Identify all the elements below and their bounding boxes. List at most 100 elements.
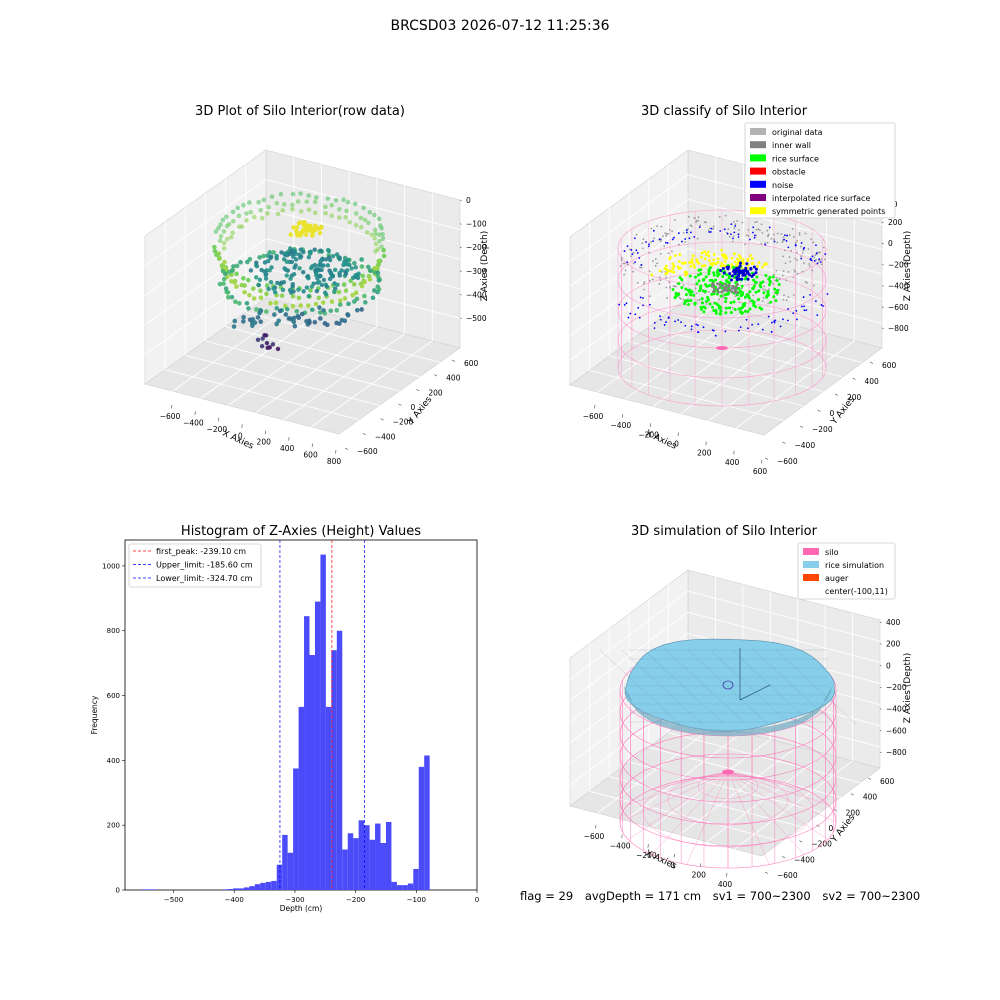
- noise-point: [640, 264, 643, 266]
- original-point: [687, 228, 689, 230]
- inner-wall-point: [722, 289, 726, 292]
- rice-surface-point: [674, 295, 678, 299]
- original-point: [788, 256, 791, 258]
- data-point: [350, 292, 355, 298]
- histogram-bar: [320, 554, 326, 890]
- data-point: [268, 300, 273, 306]
- symmetric-point: [678, 253, 682, 256]
- inner-wall-point: [731, 286, 734, 290]
- data-point: [234, 284, 239, 289]
- original-point: [696, 237, 699, 240]
- data-point: [278, 191, 284, 197]
- original-point: [643, 280, 646, 283]
- data-point: [261, 197, 267, 203]
- data-point: [244, 218, 249, 223]
- data-point: [217, 238, 223, 243]
- noise-point: [733, 231, 736, 234]
- original-point: [624, 269, 627, 272]
- rice-surface-point: [704, 282, 708, 286]
- original-point: [654, 258, 657, 261]
- rice-surface-point: [767, 277, 771, 281]
- data-point: [310, 264, 315, 269]
- noise-point: [730, 223, 733, 226]
- data-point: [254, 307, 259, 312]
- histogram-bar: [243, 887, 250, 890]
- data-point: [292, 323, 298, 329]
- data-point: [358, 215, 364, 221]
- symmetric-point: [668, 257, 672, 261]
- data-point: [327, 257, 333, 263]
- original-point: [738, 301, 741, 304]
- data-point: [212, 244, 217, 250]
- original-point: [620, 259, 623, 261]
- data-point: [361, 205, 366, 211]
- data-point: [267, 250, 273, 255]
- grid-line: [668, 312, 863, 363]
- y-tick-label: −600: [357, 447, 378, 456]
- auger-line: [739, 684, 771, 701]
- data-point: [301, 289, 306, 294]
- original-point: [650, 241, 652, 243]
- noise-point: [686, 231, 688, 234]
- legend-label: center(-100,11): [825, 587, 888, 596]
- rice-surface-point: [740, 305, 744, 309]
- noise-point: [787, 246, 790, 249]
- silo-floor-spoke: [628, 771, 729, 805]
- data-point: [370, 295, 376, 301]
- z-tick-label: −400: [888, 282, 909, 291]
- noise-point: [635, 249, 638, 252]
- z-tick: [459, 246, 462, 249]
- histogram-bar: [265, 881, 272, 890]
- noise-point: [658, 238, 661, 241]
- rice-surface-point: [708, 266, 712, 270]
- inner-wall-point: [720, 290, 724, 294]
- symmetric-point: [749, 254, 753, 257]
- noise-point: [629, 312, 632, 315]
- symmetric-point: [672, 264, 676, 268]
- x-tick: [311, 443, 313, 448]
- original-point: [822, 246, 825, 249]
- original-point: [783, 294, 785, 297]
- sv1-text: sv1 = 700~2300: [712, 889, 811, 903]
- noise-point: [665, 241, 667, 244]
- original-point: [766, 241, 769, 244]
- data-point: [294, 228, 299, 234]
- x-tick-label: 600: [753, 467, 768, 476]
- original-point: [672, 285, 675, 287]
- noise-point: [690, 231, 692, 234]
- rice-surface-point: [680, 286, 684, 290]
- original-point: [619, 265, 622, 267]
- legend-label: obstacle: [772, 168, 806, 177]
- noise-point: [815, 252, 818, 255]
- data-point: [221, 281, 226, 286]
- y-tick: [817, 409, 821, 412]
- original-point: [799, 245, 802, 248]
- symmetric-point: [676, 265, 680, 269]
- noise-point: [783, 238, 786, 241]
- mesh-line: [643, 649, 725, 725]
- data-point: [290, 294, 296, 299]
- data-point: [235, 205, 240, 211]
- histogram-bar: [287, 852, 294, 890]
- data-point: [274, 200, 280, 206]
- original-point: [810, 238, 813, 241]
- z-tick: [881, 327, 884, 330]
- data-point: [313, 210, 318, 216]
- z-tick-label: 0: [886, 661, 891, 670]
- histogram-bar: [375, 823, 381, 890]
- z-tick-label: −400: [466, 290, 487, 299]
- y-tick: [850, 793, 854, 796]
- y-tick-label: −200: [812, 425, 833, 434]
- symmetric-point: [665, 271, 669, 275]
- symmetric-point: [737, 254, 741, 258]
- data-point: [260, 336, 265, 341]
- original-point: [665, 286, 668, 289]
- noise-point: [794, 244, 797, 247]
- original-point: [652, 260, 654, 263]
- y-tick-label: 200: [107, 822, 120, 830]
- noise-point: [811, 255, 814, 258]
- noise-point: [749, 238, 751, 241]
- noise-point: [630, 249, 633, 251]
- data-point: [376, 278, 382, 283]
- noise-point: [786, 319, 789, 322]
